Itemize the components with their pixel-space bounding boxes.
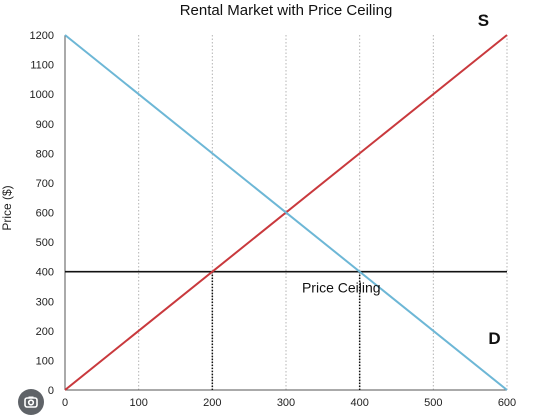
camera-icon xyxy=(24,396,38,408)
y-tick-label: 100 xyxy=(36,355,54,367)
axes xyxy=(64,35,507,391)
lens-icon[interactable] xyxy=(18,389,44,415)
y-tick-label: 1200 xyxy=(30,30,54,42)
price-ceiling-label: Price Ceiling xyxy=(302,279,381,295)
chart-title: Rental Market with Price Ceiling xyxy=(180,2,393,19)
x-tick-label: 500 xyxy=(424,397,442,409)
y-tick-label: 500 xyxy=(36,237,54,249)
demand-line xyxy=(64,34,508,391)
y-tick-label: 600 xyxy=(36,208,54,220)
supply-label: S xyxy=(478,11,489,30)
y-tick-label: 300 xyxy=(36,296,54,308)
y-tick-label: 400 xyxy=(36,267,54,279)
chart-marks xyxy=(64,34,508,391)
x-tick-label: 200 xyxy=(203,397,221,409)
y-tick-label: 1000 xyxy=(30,89,54,101)
y-tick-label: 700 xyxy=(36,178,54,190)
x-tick-label: 400 xyxy=(350,397,368,409)
x-tick-label: 100 xyxy=(129,397,147,409)
y-tick-label: 900 xyxy=(36,119,54,131)
x-tick-label: 0 xyxy=(62,397,68,409)
x-tick-label: 600 xyxy=(498,397,516,409)
y-tick-label: 200 xyxy=(36,326,54,338)
x-tick-label: 300 xyxy=(277,397,295,409)
y-tick-label: 1100 xyxy=(30,60,54,72)
y-axis-label: Price ($) xyxy=(0,185,14,230)
tick-labels: 0 100 200 300 400 500 600 0 100 200 300 400 500 600 70… xyxy=(30,30,517,409)
demand-label: D xyxy=(488,329,500,348)
y-tick-label: 0 xyxy=(48,385,54,397)
y-tick-label: 800 xyxy=(36,148,54,160)
grid xyxy=(138,35,508,390)
